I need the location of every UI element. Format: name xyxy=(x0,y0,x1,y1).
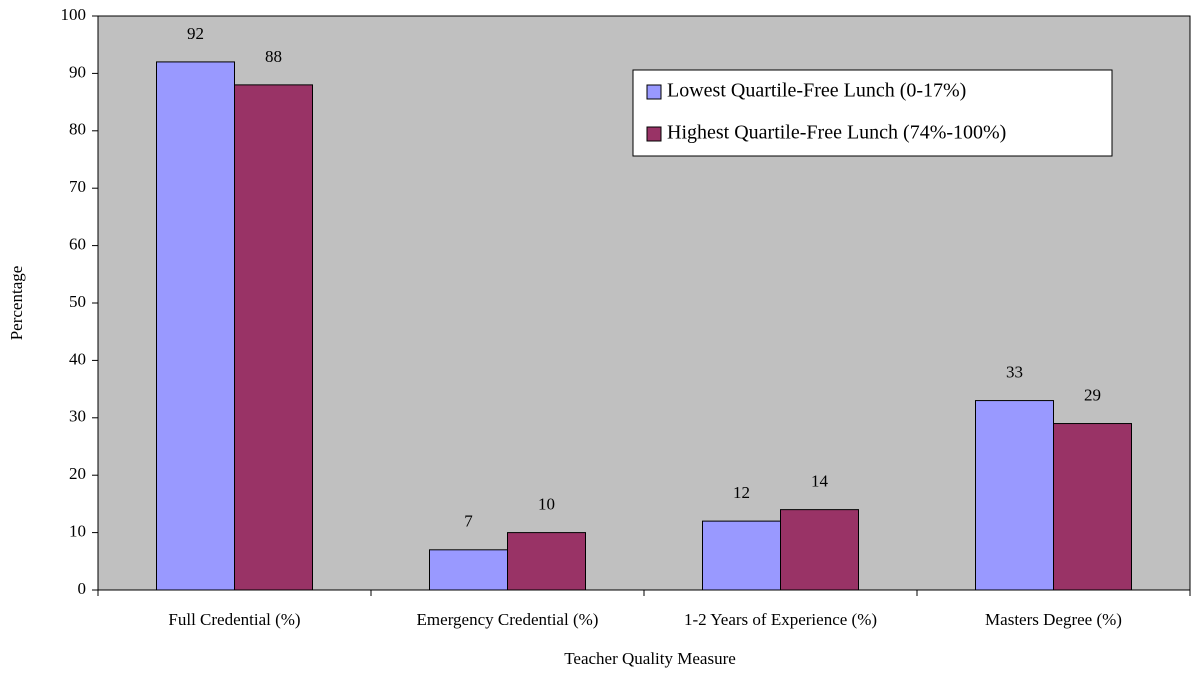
y-tick-label: 10 xyxy=(69,522,86,541)
data-label: 7 xyxy=(464,512,473,531)
data-label: 10 xyxy=(538,495,555,514)
data-label: 92 xyxy=(187,24,204,43)
legend-label: Highest Quartile-Free Lunch (74%-100%) xyxy=(667,122,1006,144)
bar xyxy=(429,549,508,591)
y-tick-label: 0 xyxy=(78,579,87,598)
y-axis-label: Percentage xyxy=(7,266,26,341)
legend-label: Lowest Quartile-Free Lunch (0-17%) xyxy=(667,80,966,102)
y-tick-label: 80 xyxy=(69,120,86,139)
bar xyxy=(780,509,859,591)
bar xyxy=(1053,423,1132,591)
x-tick-label: Emergency Credential (%) xyxy=(417,610,599,629)
legend-box xyxy=(632,69,1113,157)
bar xyxy=(702,520,781,591)
data-label: 14 xyxy=(811,472,829,491)
bar xyxy=(156,61,235,591)
y-tick-label: 70 xyxy=(69,177,86,196)
y-tick-label: 90 xyxy=(69,62,86,81)
bar xyxy=(975,400,1054,591)
bar xyxy=(507,532,586,591)
y-tick-label: 100 xyxy=(61,5,87,24)
bar xyxy=(234,84,313,591)
y-tick-label: 20 xyxy=(69,464,86,483)
y-tick-label: 40 xyxy=(69,349,86,368)
x-tick-label: Masters Degree (%) xyxy=(985,610,1122,629)
legend-swatch xyxy=(646,84,662,100)
y-tick-label: 60 xyxy=(69,235,86,254)
x-axis-label: Teacher Quality Measure xyxy=(564,649,736,668)
data-label: 33 xyxy=(1006,362,1023,381)
data-label: 29 xyxy=(1084,385,1101,404)
x-tick-label: 1-2 Years of Experience (%) xyxy=(684,610,877,629)
x-tick-label: Full Credential (%) xyxy=(168,610,300,629)
y-tick-label: 50 xyxy=(69,292,86,311)
y-tick-label: 30 xyxy=(69,407,86,426)
legend-swatch xyxy=(646,126,662,142)
data-label: 12 xyxy=(733,483,750,502)
data-label: 88 xyxy=(265,47,282,66)
